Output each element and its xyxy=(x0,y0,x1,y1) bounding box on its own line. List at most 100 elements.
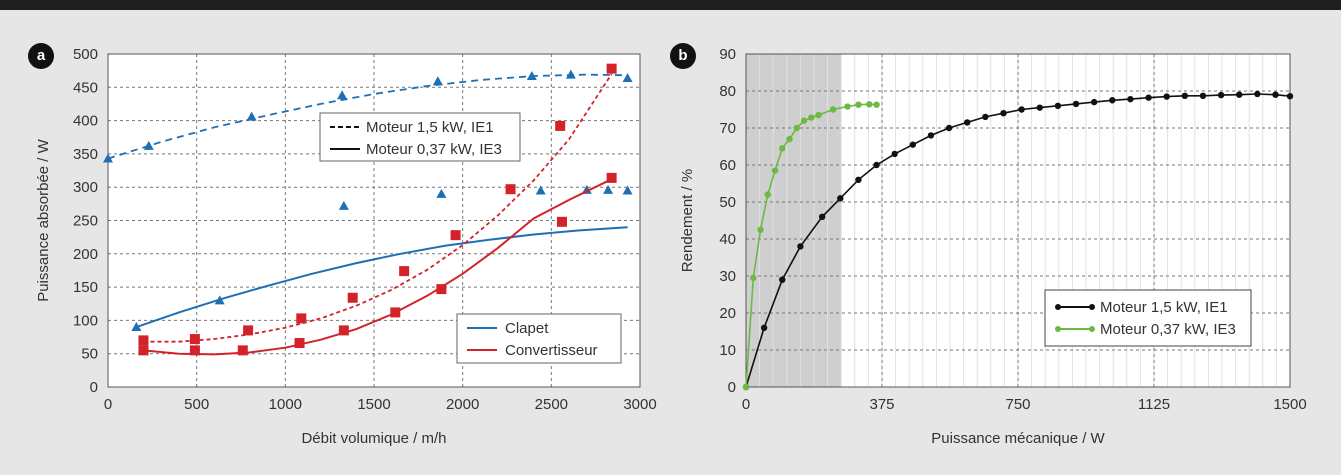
chart-b-point xyxy=(1090,98,1098,106)
chart-b-point xyxy=(800,117,808,124)
chart-a-point-square xyxy=(189,345,200,356)
chart-a-series-line-2 xyxy=(143,73,613,343)
chart-a-point-square xyxy=(237,345,248,356)
chart-b-point xyxy=(815,111,822,119)
chart-b-y-tick-label: 70 xyxy=(719,120,736,137)
chart-b-point xyxy=(829,106,837,113)
chart-b-y-tick-label: 60 xyxy=(719,157,736,174)
top-bar xyxy=(0,0,1341,10)
chart-a-point-square xyxy=(399,266,410,277)
chart-b-legend-marker xyxy=(1055,326,1061,332)
chart-b-point xyxy=(1199,92,1207,100)
chart-a-point-square xyxy=(555,120,566,131)
chart-b-point xyxy=(786,135,793,143)
chart-a-y-tick-label: 350 xyxy=(73,146,98,163)
chart-b-point xyxy=(760,324,768,331)
chart-b-point xyxy=(1254,90,1261,98)
chart-a-legend-style-label: Moteur 0,37 kW, IE3 xyxy=(366,141,502,158)
chart-a-point-triangle xyxy=(526,70,537,80)
chart-a-y-tick-label: 250 xyxy=(73,213,98,230)
chart-b-frame xyxy=(745,53,1291,388)
chart-a-point-square xyxy=(296,313,307,324)
chart-b-point xyxy=(927,132,935,139)
chart-a-y-tick-label: 200 xyxy=(73,246,98,263)
chart-b-point xyxy=(797,243,804,250)
chart-b-point xyxy=(1145,94,1152,101)
chart-b-point xyxy=(855,101,862,108)
chart-a-point-square xyxy=(294,338,305,349)
chart-b-point xyxy=(1217,91,1225,99)
chart-a-point-triangle xyxy=(565,69,576,79)
chart-b-point xyxy=(818,213,826,220)
chart-a-point-square xyxy=(138,335,149,346)
chart-a-x-tick-label: 2500 xyxy=(535,396,568,413)
chart-a-x-tick-label: 1000 xyxy=(269,396,302,413)
chart-b-point xyxy=(1000,110,1007,117)
chart-a-point-triangle xyxy=(603,184,614,194)
chart-b-legend-marker xyxy=(1089,326,1095,332)
chart-b-point xyxy=(1036,104,1043,111)
chart-b-x-tick-label: 375 xyxy=(869,396,894,413)
chart-a-y-tick-label: 0 xyxy=(90,379,98,396)
chart-b-series-line-1 xyxy=(745,103,877,388)
chart-b-point xyxy=(771,167,779,174)
chart-a-point-square xyxy=(243,325,254,336)
chart-b-point xyxy=(964,119,971,126)
chart-b-point xyxy=(742,383,750,391)
chart-b-legend-label: Moteur 0,37 kW, IE3 xyxy=(1100,321,1236,338)
chart-b-point xyxy=(873,161,880,169)
chart-a-legend-method-label: Clapet xyxy=(505,320,549,337)
chart-a-x-tick-label: 3000 xyxy=(623,396,656,413)
chart-b-y-tick-label: 80 xyxy=(719,83,736,100)
chart-b-point xyxy=(750,274,757,282)
chart-b-y-axis-label: Rendement / % xyxy=(679,169,696,272)
chart-a-x-axis-label: Débit volumique / m/h xyxy=(301,430,446,447)
chart-a-y-tick-label: 50 xyxy=(81,346,98,363)
chart-a-point-square xyxy=(606,172,617,183)
chart-a-legend-method-label: Convertisseur xyxy=(505,342,598,359)
chart-b-y-tick-label: 0 xyxy=(728,379,736,396)
chart-a-point-square xyxy=(606,63,617,74)
chart-a-point-triangle xyxy=(432,76,443,86)
chart-b-y-tick-label: 30 xyxy=(719,268,736,285)
chart-b-legend-label: Moteur 1,5 kW, IE1 xyxy=(1100,299,1228,316)
chart-b-y-tick-label: 40 xyxy=(719,231,736,248)
chart-b-point xyxy=(866,101,873,108)
chart-a-point-triangle xyxy=(131,322,142,332)
chart-b-point xyxy=(764,191,771,198)
chart-a-point-square xyxy=(450,230,461,241)
chart-a-point-triangle xyxy=(214,295,225,305)
chart-a-point-triangle xyxy=(622,185,633,195)
chart-a-point-square xyxy=(138,345,149,356)
chart-a-legend-method xyxy=(456,313,622,364)
chart-a-series-line-3 xyxy=(143,178,613,356)
chart-b-point xyxy=(1236,91,1243,98)
chart-b-point xyxy=(1272,91,1279,98)
chart-b-point xyxy=(779,276,786,283)
chart-a-y-axis-label: Puissance absorbée / W xyxy=(35,138,52,301)
chart-a-point-square xyxy=(556,216,567,227)
chart-b-point xyxy=(873,101,880,108)
chart-a-point-square xyxy=(505,184,516,195)
chart-a-point-square xyxy=(436,284,447,295)
chart-a-point-square xyxy=(189,334,200,345)
chart-b-point xyxy=(779,145,786,152)
chart-b-y-tick-label: 10 xyxy=(719,342,736,359)
panel-b-badge: b xyxy=(670,43,696,69)
chart-b-point xyxy=(1163,93,1170,100)
chart-a-point-triangle xyxy=(436,188,447,198)
chart-b-point xyxy=(808,114,815,121)
chart-b-x-tick-label: 1125 xyxy=(1138,396,1170,413)
chart-a-point-triangle xyxy=(338,200,349,210)
chart-b-x-tick-label: 1500 xyxy=(1273,396,1306,413)
chart-a-series-line-1 xyxy=(136,226,628,329)
chart-a-y-tick-label: 150 xyxy=(73,279,98,296)
chart-b-point xyxy=(757,226,764,233)
chart-b-x-tick-label: 0 xyxy=(742,396,750,413)
chart-a-legend-style xyxy=(319,112,521,162)
chart-b-point xyxy=(1181,92,1189,100)
chart-a-point-triangle xyxy=(143,140,154,150)
chart-a-point-triangle xyxy=(622,72,633,82)
chart-a-x-tick-label: 2000 xyxy=(446,396,479,413)
